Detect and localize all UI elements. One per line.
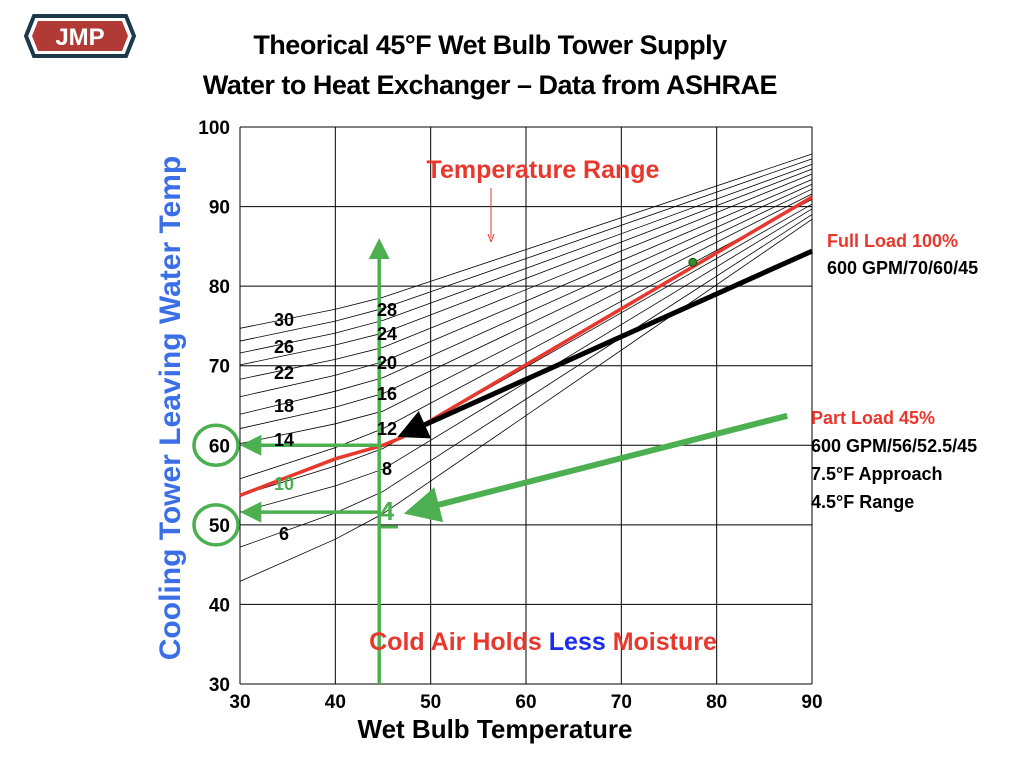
curve-label: 28 [377,300,397,320]
curve-label: 4 [380,496,395,526]
part-load-arrow [403,412,788,523]
title-line-1: Theorical 45°F Wet Bulb Tower Supply [253,30,727,60]
readout-circle-60 [192,423,240,468]
curve-label: 8 [382,459,392,479]
y-tick-label: 80 [209,277,230,298]
curve-label: 14 [274,430,294,450]
range-curve-4 [239,218,813,582]
range-curve-24 [239,168,813,366]
range-curve-10 [239,203,813,496]
marker-point [688,257,698,267]
cold-air-part-1: Cold Air Holds [369,628,549,656]
curve-label: 18 [274,396,294,416]
range-curves [239,153,813,582]
cold-air-note: Cold Air Holds Less Moisture [369,628,717,656]
y-tick-label: 60 [209,436,230,457]
readout-circle-50 [192,503,240,547]
x-tick-label: 90 [801,692,822,713]
y-axis-label: Cooling Tower Leaving Water Temp [154,156,187,660]
jmp-logo: JMP [23,12,137,65]
x-axis-label: Wet Bulb Temperature [358,714,633,744]
part-load-range: 4.5°F Range [811,492,914,512]
curve-label: 26 [274,337,294,357]
grid [239,126,813,685]
range-curve-14 [239,193,813,445]
y-tick-label: 100 [198,118,230,139]
curve-label: 6 [279,524,289,544]
y-tick-label: 50 [209,516,230,537]
range-curve-26 [239,164,813,354]
y-tick-label: 40 [209,595,230,616]
curve-label: 24 [377,324,397,344]
title-line-2: Water to Heat Exchanger – Data from ASHR… [202,70,778,100]
x-tick-label: 50 [420,692,441,713]
y-tick-label: 90 [209,198,230,219]
curve-label: 12 [377,419,397,439]
y-tick-label: 70 [209,357,230,378]
range-curve-16 [239,188,813,429]
x-tick-label: 70 [611,692,632,713]
x-tick-label: 60 [515,692,536,713]
range-curve-28 [239,158,813,342]
curve-label: 16 [377,384,397,404]
curve-label: 20 [377,353,397,373]
curve-label: 22 [274,363,294,383]
range-curve-30 [239,153,813,329]
range-curve-18 [239,183,813,415]
part-load-title: Part Load 45% [811,408,935,428]
part-load-detail: 600 GPM/56/52.5/45 [811,436,977,456]
range-curve-22 [239,173,813,380]
svg-text:JMP: JMP [55,24,104,51]
range-curve-20 [239,179,813,398]
curve-labels: 30 26 22 18 14 10 6 28 24 20 16 12 8 4 [274,300,398,544]
y-tick-label: 30 [209,675,230,696]
overlays [192,195,814,684]
temperature-range-label: Temperature Range [427,156,660,184]
cold-air-part-2: Less [549,628,606,656]
full-load-arrow [397,248,814,439]
highlight-line [239,195,813,498]
range-curve-8 [239,208,813,513]
part-load-approach: 7.5°F Approach [811,464,943,484]
x-tick-label: 40 [325,692,346,713]
full-load-title: Full Load 100% [827,231,958,251]
full-load-detail: 600 GPM/70/60/45 [827,258,978,278]
curve-label: 10 [274,474,294,494]
range-curve-12 [239,199,813,480]
x-tick-label: 30 [229,692,250,713]
tick-labels: 30 40 50 60 70 80 90 30 40 50 60 70 80 90 100 [198,118,822,713]
x-tick-label: 80 [706,692,727,713]
cold-air-part-3: Moisture [606,628,717,656]
range-curve-6 [239,214,813,548]
curve-label: 30 [274,310,294,330]
